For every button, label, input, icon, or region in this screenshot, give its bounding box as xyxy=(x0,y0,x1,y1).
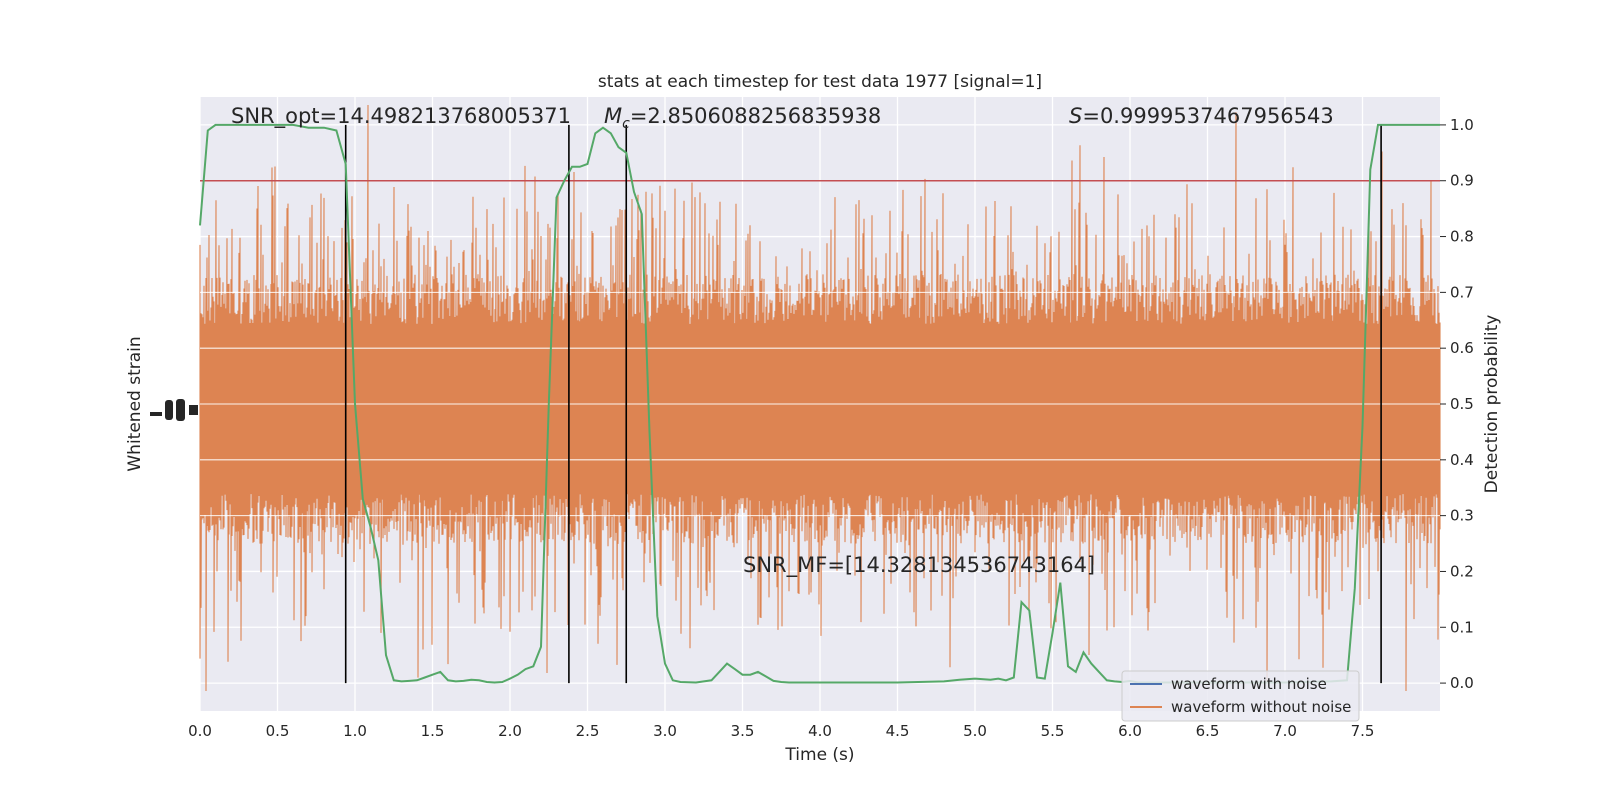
chirp-mass-value: =2.8506088256835938 xyxy=(630,104,881,128)
y-tick-label: 0.5 xyxy=(1450,395,1474,413)
y-tick-label: 0.8 xyxy=(1450,228,1474,246)
y-tick-label: 0.3 xyxy=(1450,507,1474,525)
x-tick-label: 4.5 xyxy=(886,722,910,740)
y-tick-label: 0.4 xyxy=(1450,451,1474,469)
annotation-score: S=0.9999537467956543 xyxy=(1069,104,1334,128)
x-tick-label: 0.5 xyxy=(266,722,290,740)
left-axis-overlapping-ticks xyxy=(150,399,198,421)
score-value: =0.9999537467956543 xyxy=(1082,104,1333,128)
x-tick-label: 7.5 xyxy=(1351,722,1375,740)
y-tick-label: 0.1 xyxy=(1450,618,1474,636)
score-symbol: S xyxy=(1069,104,1082,128)
legend-box xyxy=(1121,670,1360,722)
chirp-mass-subscript: c xyxy=(622,116,630,132)
x-tick-label: 2.5 xyxy=(576,722,600,740)
legend-label-waveform-with-noise: waveform with noise xyxy=(1171,675,1327,693)
legend: waveform with noise waveform without noi… xyxy=(1121,670,1360,722)
x-tick-label: 4.0 xyxy=(808,722,832,740)
y-axis-label-left: Whitened strain xyxy=(125,336,145,471)
x-tick-label: 6.0 xyxy=(1118,722,1142,740)
x-axis-label: Time (s) xyxy=(784,745,854,765)
y-tick-label: 0.6 xyxy=(1450,339,1474,357)
x-tick-label: 3.0 xyxy=(653,722,677,740)
x-tick-label: 5.0 xyxy=(963,722,987,740)
x-tick-label: 1.0 xyxy=(343,722,367,740)
legend-label-waveform-without-noise: waveform without noise xyxy=(1171,698,1351,716)
x-tick-label: 2.0 xyxy=(498,722,522,740)
x-tick-label: 0.0 xyxy=(188,722,212,740)
y-tick-label: 0.2 xyxy=(1450,562,1474,580)
y-tick-label: 0.9 xyxy=(1450,172,1474,190)
chirp-mass-symbol: M xyxy=(604,104,622,128)
x-tick-label: 5.5 xyxy=(1041,722,1065,740)
y-axis-label-right: Detection probability xyxy=(1482,315,1502,494)
y-tick-label: 0.0 xyxy=(1450,674,1474,692)
x-tick-label: 7.0 xyxy=(1273,722,1297,740)
annotation-chirp-mass: Mc=2.8506088256835938 xyxy=(604,104,881,132)
strain-trace-without-noise xyxy=(199,104,1441,692)
x-tick-label: 1.5 xyxy=(421,722,445,740)
annotation-snr-mf: SNR_MF=[14.328134536743164] xyxy=(743,553,1095,578)
y-tick-label: 1.0 xyxy=(1450,116,1474,134)
y-tick-label: 0.7 xyxy=(1450,283,1474,301)
tick-layer: 0.0 0.5 1.0 1.5 2.0 2.5 3.0 3.5 4.0 4.5 5.0 5.5 6.0 6… xyxy=(188,116,1474,740)
strain-layer xyxy=(199,104,1441,692)
chart-title: stats at each timestep for test data 197… xyxy=(598,72,1042,92)
annotation-snr-opt: SNR_opt=14.498213768005371 xyxy=(231,104,571,129)
x-tick-label: 6.5 xyxy=(1196,722,1220,740)
x-tick-label: 3.5 xyxy=(731,722,755,740)
